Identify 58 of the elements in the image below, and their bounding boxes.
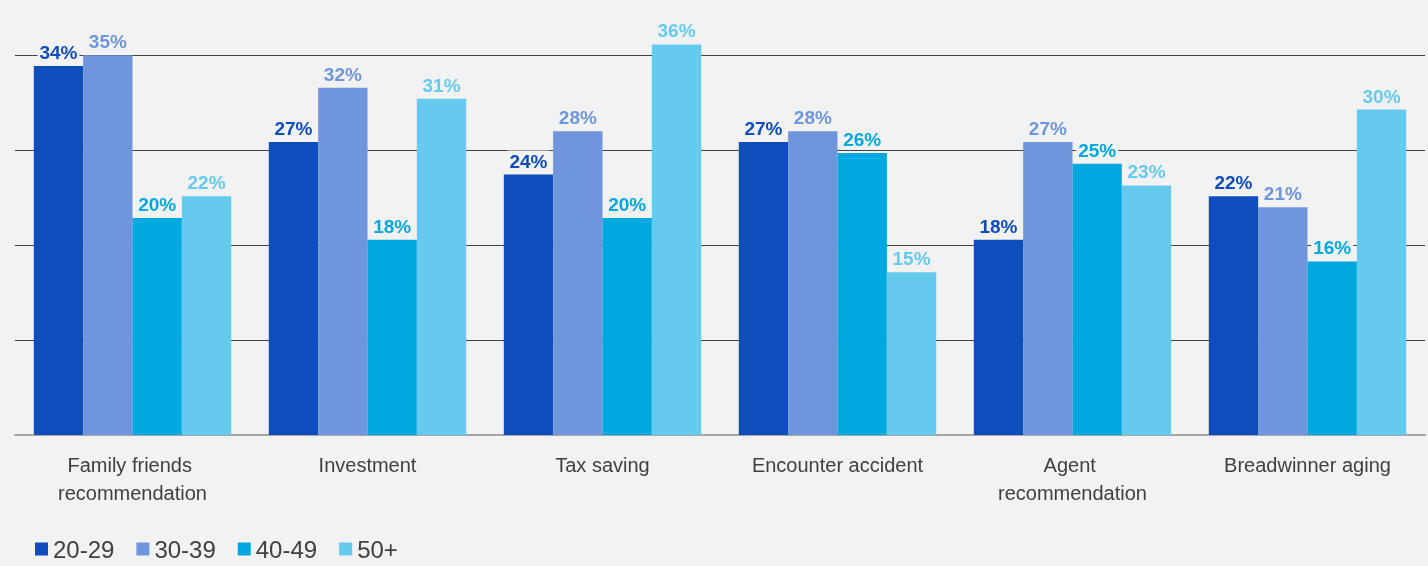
x-tick-label: Breadwinner aging: [1224, 454, 1391, 476]
data-label: 36%: [657, 20, 696, 42]
bar: [738, 142, 789, 435]
bar: [973, 239, 1024, 435]
bar: [651, 44, 702, 435]
data-label: 25%: [1078, 139, 1117, 161]
bar: [837, 152, 887, 435]
bar: [132, 218, 182, 435]
data-label: 18%: [979, 215, 1018, 237]
data-label: 22%: [187, 172, 226, 194]
bar: [1023, 142, 1073, 435]
bar: [1072, 163, 1122, 435]
bar: [602, 218, 652, 435]
data-label: 34%: [39, 42, 78, 64]
data-label: 32%: [323, 63, 362, 85]
bar: [83, 55, 133, 435]
bar: [33, 66, 84, 435]
data-label: 22%: [1214, 172, 1253, 194]
data-label: 27%: [744, 118, 783, 140]
data-label: 23%: [1127, 161, 1166, 183]
data-label: 31%: [422, 74, 461, 96]
bar: [553, 131, 603, 435]
data-label: 20%: [608, 194, 647, 215]
x-tick-label: Investment: [318, 454, 417, 476]
data-label: 26%: [843, 128, 882, 150]
data-label: 35%: [88, 31, 127, 53]
bar: [886, 272, 937, 435]
bar: [181, 196, 232, 435]
bar: [416, 98, 467, 435]
data-label: 27%: [1028, 118, 1067, 140]
data-label: 21%: [1263, 183, 1302, 205]
x-tick-label: Family friends recommendation: [58, 454, 207, 504]
bar: [1121, 185, 1172, 435]
bar: [318, 87, 368, 435]
x-tick-label: Encounter accident: [751, 454, 924, 476]
x-tick-label: Tax saving: [555, 454, 650, 476]
data-label: 18%: [373, 215, 412, 237]
bar: [268, 142, 319, 435]
legend-label: 30-39: [154, 535, 216, 563]
legend-label: 20-29: [53, 535, 115, 563]
data-label: 28%: [558, 107, 597, 129]
data-label: 28%: [793, 107, 832, 129]
data-label: 15%: [892, 248, 931, 270]
data-label: 30%: [1362, 85, 1401, 107]
data-label: 20%: [138, 194, 177, 215]
data-label: 24%: [509, 150, 548, 172]
bar: [788, 131, 838, 435]
legend-label: 50+: [357, 535, 398, 563]
bar: [1258, 207, 1308, 435]
bar: [1356, 109, 1407, 435]
data-label: 27%: [274, 118, 313, 140]
bar: [1208, 196, 1259, 435]
x-tick-label: Agent recommendation: [998, 454, 1147, 504]
data-label: 16%: [1313, 237, 1352, 259]
bar: [503, 174, 554, 435]
bar: [1307, 261, 1357, 435]
legend-label: 40-49: [255, 535, 318, 563]
bar: [367, 239, 417, 435]
